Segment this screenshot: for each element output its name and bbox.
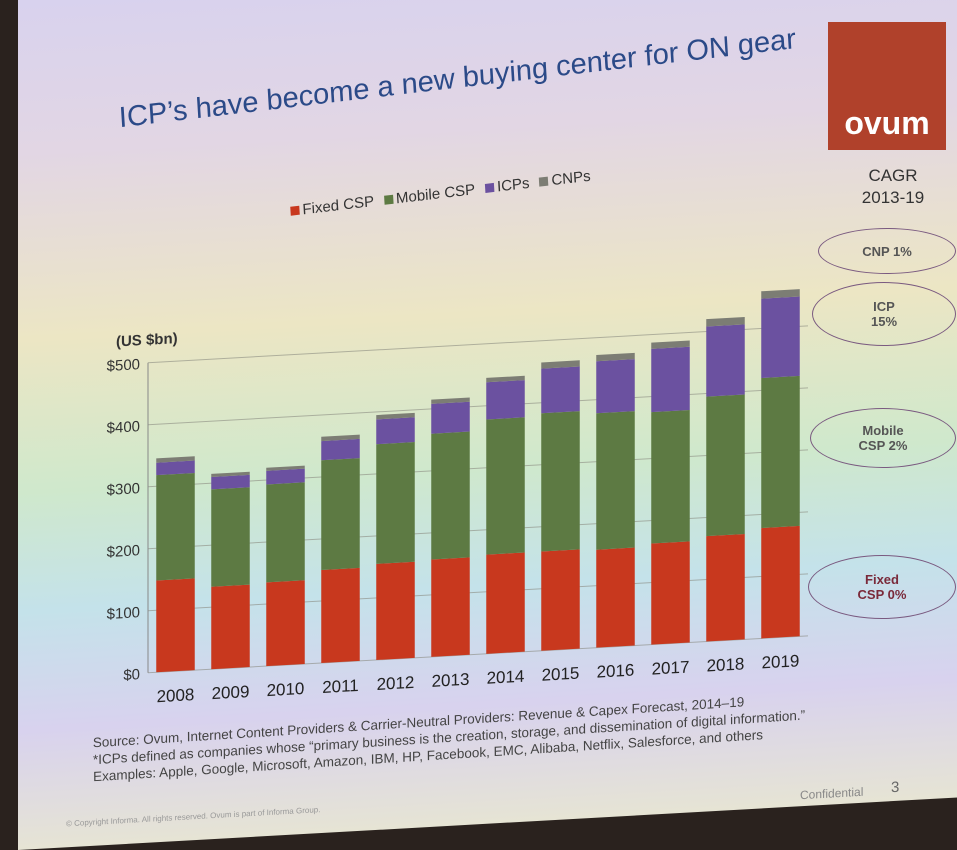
gridline — [148, 573, 808, 612]
cagr-oval-cnp: CNP 1% — [818, 228, 956, 274]
bar-icps-2016 — [596, 359, 635, 414]
bar-fixed-csp-2015 — [541, 549, 580, 651]
bar-cnps-2010 — [266, 465, 305, 471]
gridline — [148, 449, 808, 488]
bar-cnps-2009 — [211, 471, 250, 477]
bar-icps-2017 — [651, 346, 690, 413]
x-tick-label: 2015 — [542, 664, 580, 685]
bar-icps-2015 — [541, 366, 580, 414]
x-tick-label: 2012 — [377, 673, 415, 694]
x-tick-label: 2010 — [267, 679, 305, 700]
bar-mobile-csp-2017 — [651, 409, 690, 544]
cagr-oval-mobile-csp: Mobile CSP 2% — [810, 408, 956, 468]
bar-icps-2008 — [156, 460, 195, 476]
y-tick-label: $100 — [107, 604, 140, 623]
bar-cnps-2013 — [431, 397, 470, 404]
bar-mobile-csp-2015 — [541, 411, 580, 552]
ovum-logo: ovum — [828, 22, 946, 150]
bar-mobile-csp-2016 — [596, 411, 635, 550]
bar-mobile-csp-2019 — [761, 375, 800, 529]
cagr-title: CAGR — [868, 166, 918, 185]
bar-cnps-2008 — [156, 456, 195, 463]
bar-icps-2018 — [706, 324, 745, 397]
x-tick-label: 2017 — [652, 657, 690, 678]
bar-fixed-csp-2008 — [156, 578, 195, 673]
page-number: 3 — [891, 778, 900, 797]
gridline — [148, 325, 808, 364]
bar-fixed-csp-2014 — [486, 552, 525, 654]
bar-fixed-csp-2012 — [376, 561, 415, 660]
cagr-oval-icp: ICP 15% — [812, 282, 956, 346]
bar-cnps-2012 — [376, 412, 415, 420]
bar-fixed-csp-2018 — [706, 533, 745, 642]
bar-mobile-csp-2011 — [321, 458, 360, 571]
bar-icps-2013 — [431, 401, 470, 434]
y-axis-label: (US $bn) — [116, 330, 178, 350]
y-tick-label: $300 — [107, 480, 140, 499]
y-tick-label: $0 — [123, 666, 140, 684]
stacked-bar-chart: $0 $100 $200 $300 $400 $500 (US $bn) 2008 2009 20… — [107, 289, 808, 706]
bar-icps-2014 — [486, 380, 525, 420]
x-tick-label: 2019 — [762, 651, 800, 672]
slide: ICP’s have become a new buying center fo… — [18, 0, 957, 850]
y-tick-label: $400 — [107, 418, 140, 437]
bar-fixed-csp-2016 — [596, 547, 635, 648]
bar-fixed-csp-2009 — [211, 584, 250, 670]
bar-icps-2010 — [266, 468, 305, 485]
y-tick-label: $200 — [107, 542, 140, 561]
cagr-oval-fixed-csp: Fixed CSP 0% — [808, 555, 956, 619]
bar-mobile-csp-2008 — [156, 472, 195, 581]
bar-icps-2019 — [761, 296, 800, 379]
bar-mobile-csp-2010 — [266, 482, 305, 583]
bar-cnps-2016 — [596, 352, 635, 362]
bar-mobile-csp-2013 — [431, 431, 470, 560]
bar-icps-2012 — [376, 417, 415, 445]
bar-cnps-2011 — [321, 434, 360, 442]
gridline — [148, 635, 808, 674]
bar-cnps-2018 — [706, 316, 745, 327]
x-tick-label: 2011 — [322, 676, 359, 697]
bar-mobile-csp-2009 — [211, 487, 250, 587]
bar-fixed-csp-2011 — [321, 567, 360, 664]
gridline — [148, 387, 808, 426]
x-tick-label: 2014 — [487, 667, 525, 688]
x-tick-label: 2016 — [597, 661, 635, 682]
gridline — [148, 511, 808, 550]
bar-icps-2009 — [211, 474, 250, 490]
bar-mobile-csp-2012 — [376, 442, 415, 564]
x-tick-label: 2013 — [432, 670, 470, 691]
bar-icps-2011 — [321, 438, 360, 461]
bar-cnps-2014 — [486, 375, 525, 383]
x-tick-label: 2018 — [707, 654, 745, 675]
bar-fixed-csp-2010 — [266, 580, 305, 667]
cagr-heading: CAGR 2013-19 — [838, 165, 948, 209]
bar-cnps-2019 — [761, 289, 800, 299]
y-tick-label: $500 — [107, 356, 140, 375]
bar-cnps-2015 — [541, 360, 580, 369]
x-tick-label: 2008 — [157, 685, 195, 706]
x-tick-label: 2009 — [212, 682, 250, 703]
cagr-period: 2013-19 — [861, 188, 925, 207]
bar-fixed-csp-2017 — [651, 541, 690, 645]
bar-mobile-csp-2014 — [486, 417, 525, 555]
bar-mobile-csp-2018 — [706, 394, 745, 537]
bar-fixed-csp-2013 — [431, 557, 470, 657]
bar-cnps-2017 — [651, 340, 690, 349]
bar-fixed-csp-2019 — [761, 525, 800, 639]
